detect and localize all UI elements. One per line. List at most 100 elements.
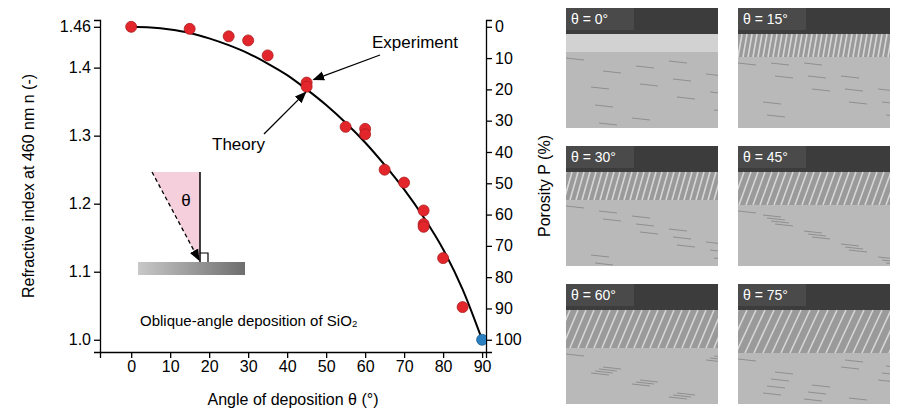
panel-texture (889, 310, 890, 353)
panel-vacuum (738, 8, 890, 34)
data-point (438, 253, 449, 264)
tick-mark (486, 27, 492, 28)
panel-texture (603, 367, 621, 369)
tick: 20 (486, 81, 513, 98)
tick: 10 (486, 50, 513, 67)
panel-texture (788, 34, 792, 57)
tick: 1.2 (69, 195, 100, 212)
tick-mark (131, 352, 132, 358)
panel-texture (714, 172, 718, 200)
panel-texture (714, 110, 718, 112)
panel-label-box (566, 8, 634, 30)
panel-texture (853, 310, 873, 353)
panel-vacuum (566, 146, 718, 172)
panel-label: θ = 75° (743, 287, 788, 303)
panel-texture (758, 34, 762, 57)
tick-label: 1.1 (69, 263, 91, 280)
tick-label: 1.4 (69, 59, 91, 76)
panel-film (738, 172, 890, 205)
panel-texture (808, 76, 826, 78)
tick-mark (486, 246, 492, 247)
panel-texture (849, 102, 867, 104)
tick-label: 0 (495, 18, 504, 35)
panel-texture (650, 310, 666, 348)
panel-texture (845, 247, 863, 249)
panel-texture (632, 216, 650, 218)
tick-mark (94, 27, 100, 28)
tick-label: 80 (435, 358, 453, 375)
panel-texture (886, 366, 890, 368)
panel-background (738, 8, 890, 128)
panel-texture (808, 392, 826, 394)
panel-texture (594, 310, 610, 348)
panel-texture (602, 310, 618, 348)
panel-texture (808, 234, 826, 236)
panel-label-box (738, 284, 806, 306)
panel-texture (775, 224, 793, 226)
arrow (314, 55, 380, 80)
x-axis-line (101, 353, 487, 359)
tick-mark (482, 352, 483, 358)
panel-texture (878, 34, 882, 57)
inset-diagram: θ (138, 172, 245, 275)
panel-texture (673, 237, 691, 239)
tick-mark (486, 152, 492, 153)
tick: 1.46 (60, 18, 100, 35)
panel-texture (799, 310, 819, 353)
tick-label: 1.0 (69, 331, 91, 348)
panel-texture (706, 242, 718, 244)
panel-texture (636, 382, 654, 384)
panel-texture (848, 34, 852, 57)
panel-texture (781, 310, 801, 353)
panel-texture (823, 34, 827, 57)
panel-texture (833, 34, 837, 57)
panel-texture (677, 393, 695, 395)
tick-mark (209, 352, 210, 358)
panel-texture (595, 371, 613, 373)
panel-texture (673, 395, 691, 397)
panel-texture (738, 34, 742, 57)
panel-texture (849, 250, 867, 252)
panel-texture (845, 89, 863, 91)
inset-right-angle (200, 253, 208, 262)
sem-panel: θ = 75° (718, 284, 904, 404)
panel-label: θ = 15° (743, 11, 788, 27)
panel-texture (599, 123, 617, 125)
panel-texture (880, 310, 890, 353)
panel-label: θ = 0° (571, 11, 608, 27)
panel-texture (739, 172, 751, 205)
panel-texture (886, 115, 890, 117)
tick: 50 (318, 352, 336, 375)
data-point (340, 121, 351, 132)
tick-label: 0 (127, 358, 136, 375)
panel-texture (746, 172, 758, 205)
panel-vacuum (566, 284, 718, 310)
tick-mark (486, 308, 492, 309)
panel-texture (841, 244, 859, 246)
tick-mark (287, 352, 288, 358)
inset-label: θ (181, 191, 190, 210)
tick-label: 50 (318, 358, 336, 375)
panel-texture (669, 61, 687, 63)
panel-texture (851, 172, 863, 205)
panel-texture (781, 172, 793, 205)
panel-texture (767, 172, 779, 205)
tick-label: 60 (495, 206, 513, 223)
panel-texture (790, 310, 810, 353)
panel-film (566, 310, 718, 348)
panel-texture (767, 218, 785, 220)
panel-texture (690, 310, 706, 348)
tick-label: 40 (279, 358, 297, 375)
tick-mark (486, 214, 492, 215)
panel-texture (674, 310, 690, 348)
tick: 70 (486, 237, 513, 254)
panel-texture (803, 34, 807, 57)
panel-texture (603, 71, 621, 73)
tick: 0 (127, 352, 136, 375)
tick-mark (94, 136, 100, 137)
panel-texture (808, 34, 812, 57)
panel-texture (793, 34, 797, 57)
panel-texture (868, 34, 872, 57)
panel-texture (754, 310, 774, 353)
panel-texture (863, 34, 867, 57)
